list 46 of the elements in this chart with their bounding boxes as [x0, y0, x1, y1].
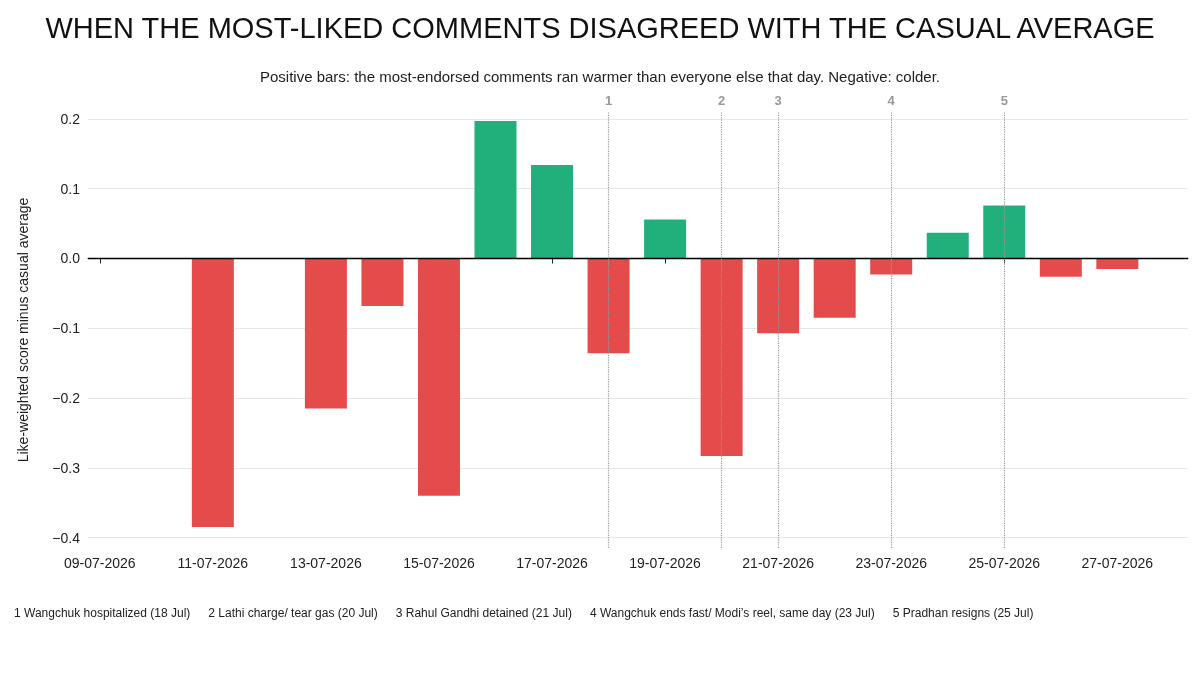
chart-title: WHEN THE MOST-LIKED COMMENTS DISAGREED WITH THE CASUAL AVERAGE — [45, 11, 1155, 44]
bar — [1039, 258, 1082, 277]
y-tick-label: −0.3 — [52, 459, 81, 476]
text: 5 Pradhan resigns (25 Jul) — [892, 606, 1034, 620]
text: 3 Rahul Gandhi detained (21 Jul) — [395, 606, 572, 620]
bar — [813, 258, 856, 318]
x-tick-label: 11-07-2026 — [177, 555, 249, 571]
ref-line-label: 2 — [718, 93, 726, 108]
text: 1 Wangchuk hospitalized (18 Jul) — [14, 606, 191, 620]
ref-line-label: 5 — [1000, 93, 1008, 108]
bar — [474, 121, 517, 259]
bar — [983, 205, 1026, 259]
bar — [417, 258, 460, 496]
x-tick-label: 13-07-2026 — [290, 555, 362, 571]
x-tick-label: 21-07-2026 — [742, 555, 815, 571]
bar — [361, 258, 404, 306]
bar — [587, 258, 630, 354]
ref-line-label: 1 — [604, 93, 613, 108]
text: 2 Lathi charge/ tear gas (20 Jul) — [208, 606, 378, 620]
text: 4 Wangchuk ends fast/ Modi’s reel, same day (23 Jul) — [589, 606, 875, 620]
bar — [531, 165, 574, 259]
x-tick-label: 23-07-2026 — [855, 555, 928, 571]
bar — [700, 258, 743, 456]
chart-subtitle: Positive bars: the most-endorsed comments ran warmer than everyone else that day. Negative: colder. — [259, 68, 941, 85]
y-tick-label: −0.1 — [52, 320, 81, 337]
x-tick-label: 25-07-2026 — [968, 555, 1041, 571]
y-tick-label: 0.1 — [60, 180, 81, 197]
ref-line-label: 3 — [774, 93, 782, 108]
bar — [757, 258, 800, 334]
y-tick-label: −0.2 — [52, 390, 81, 407]
bar — [644, 219, 687, 259]
bar — [926, 232, 969, 259]
x-tick-label: 19-07-2026 — [629, 555, 702, 571]
x-tick-label: 09-07-2026 — [63, 555, 136, 571]
y-tick-label: 0.0 — [60, 250, 81, 267]
bar — [191, 258, 234, 528]
bar — [1096, 258, 1139, 269]
y-tick-label: −0.4 — [52, 529, 81, 546]
bar — [304, 258, 347, 409]
x-tick-label: 15-07-2026 — [403, 555, 475, 571]
x-tick-label: 27-07-2026 — [1081, 555, 1154, 571]
bar — [870, 258, 913, 275]
ref-line-label: 4 — [887, 93, 896, 108]
y-tick-label: 0.2 — [60, 110, 81, 127]
x-tick-label: 17-07-2026 — [516, 555, 589, 571]
y-axis-title: Like-weighted score minus casual average — [15, 197, 31, 463]
